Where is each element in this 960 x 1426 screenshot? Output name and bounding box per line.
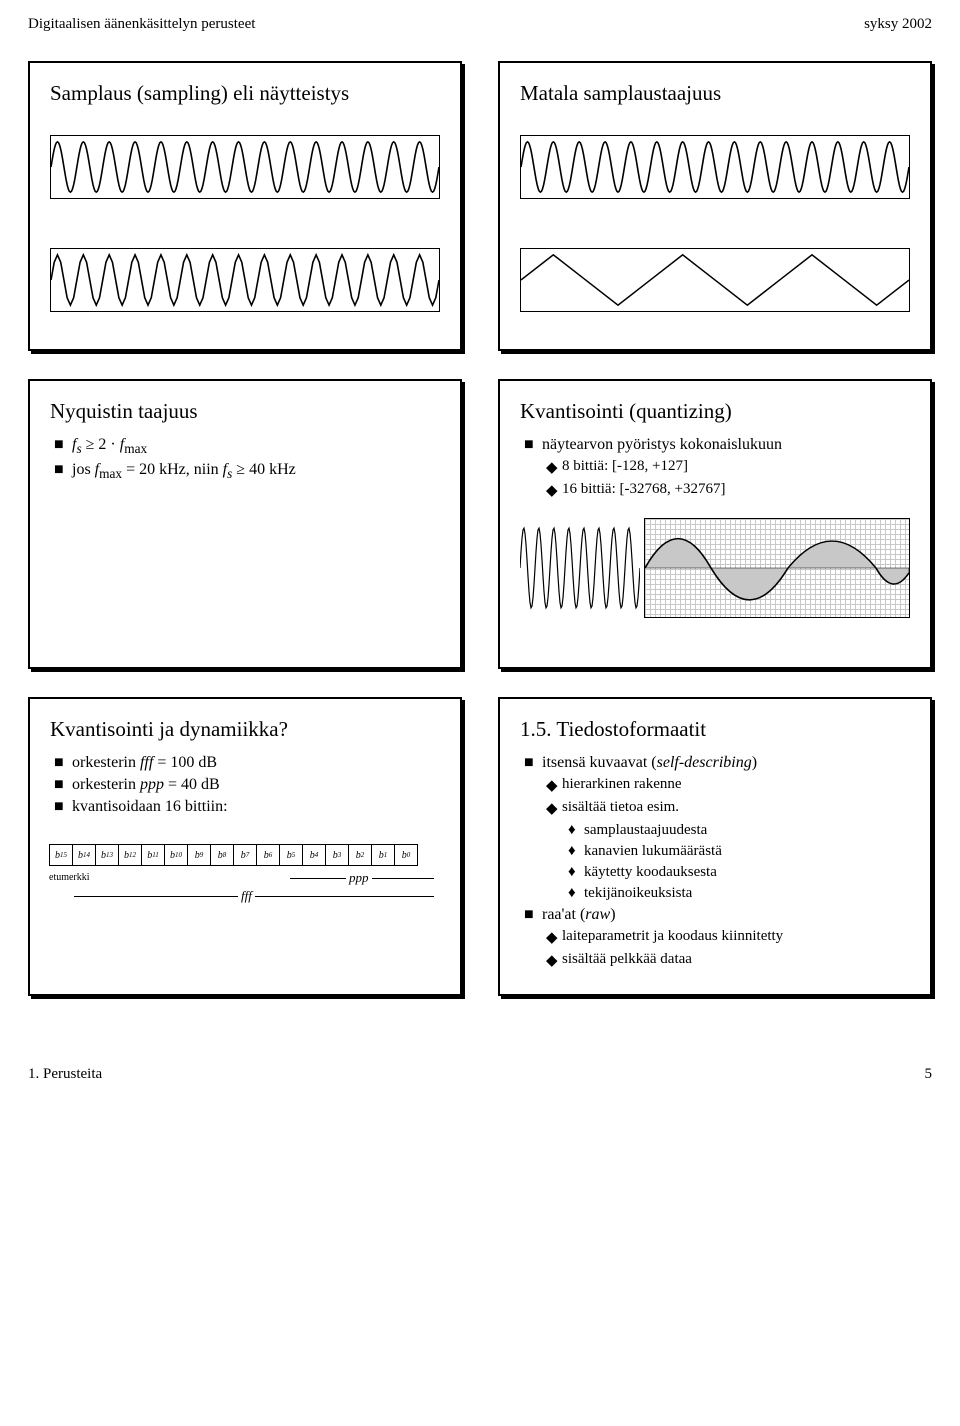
slide-body: ■orkesterin fff = 100 dB ■orkesterin ppp… — [50, 754, 440, 974]
label-sign: etumerkki — [46, 872, 93, 883]
slide-title: Matala samplaustaajuus — [520, 81, 910, 106]
slide-title: Kvantisointi (quantizing) — [520, 399, 910, 424]
bullet-small-diamond-icon: ♦ — [568, 885, 584, 902]
bullet-text: orkesterin fff = 100 dB — [72, 754, 217, 772]
slide-body: ■fs ≥ 2 · fmax ■jos fmax = 20 kHz, niin … — [50, 436, 440, 647]
slide-body — [50, 118, 440, 329]
bullet-text: tekijänoikeuksista — [584, 885, 692, 902]
bullet-small-diamond-icon: ♦ — [568, 864, 584, 881]
footer-left: 1. Perusteita — [28, 1066, 102, 1083]
page-footer: 1. Perusteita 5 — [28, 1066, 932, 1083]
quantize-grid — [644, 518, 910, 618]
bit-cell: b1 — [371, 844, 395, 866]
wave-continuous — [50, 135, 440, 199]
bit-cell: b14 — [72, 844, 96, 866]
bit-cell: b12 — [118, 844, 142, 866]
slide-quantizing: Kvantisointi (quantizing) ■näytearvon py… — [498, 379, 932, 669]
bit-cell: b9 — [187, 844, 211, 866]
slide-file-formats: 1.5. Tiedostoformaatit ■itsensä kuvaavat… — [498, 697, 932, 996]
bullet-text: käytetty koodauksesta — [584, 864, 717, 881]
slides-grid: Samplaus (sampling) eli näytteistys Mata… — [28, 61, 932, 996]
page-header: Digitaalisen äänenkäsittelyn perusteet s… — [28, 16, 932, 33]
slide-body: ■itsensä kuvaavat (self-describing) ◆hie… — [520, 754, 910, 974]
bit-cell: b10 — [164, 844, 188, 866]
wave-continuous-2 — [520, 135, 910, 199]
bit-cell: b4 — [302, 844, 326, 866]
bullet-text: 8 bittiä: [-128, +127] — [562, 458, 688, 475]
bit-cell: b5 — [279, 844, 303, 866]
bullet-square-icon: ■ — [524, 754, 542, 772]
wave-triangles — [520, 248, 910, 312]
bullet-text: fs ≥ 2 · fmax — [72, 436, 147, 457]
slide-title: Nyquistin taajuus — [50, 399, 440, 424]
slide-body: ■näytearvon pyöristys kokonaislukuun ◆8 … — [520, 436, 910, 647]
bullet-text: hierarkinen rakenne — [562, 776, 682, 793]
slide-sampling: Samplaus (sampling) eli näytteistys — [28, 61, 462, 351]
slide-body — [520, 118, 910, 329]
bullet-square-icon: ■ — [54, 461, 72, 479]
bullet-diamond-icon: ◆ — [546, 481, 562, 500]
bit-cell: b8 — [210, 844, 234, 866]
slide-title: Samplaus (sampling) eli näytteistys — [50, 81, 440, 106]
bullet-small-diamond-icon: ♦ — [568, 843, 584, 860]
bit-cell: b6 — [256, 844, 280, 866]
slide-title: Kvantisointi ja dynamiikka? — [50, 717, 440, 742]
slide-dynamics: Kvantisointi ja dynamiikka? ■orkesterin … — [28, 697, 462, 996]
bullet-text: samplaustaajuudesta — [584, 822, 707, 839]
bit-cell: b2 — [348, 844, 372, 866]
bullet-text: laiteparametrit ja koodaus kiinnitetty — [562, 928, 783, 945]
bit-cell: b13 — [95, 844, 119, 866]
bit-cell: b3 — [325, 844, 349, 866]
label-fff: fff — [238, 888, 255, 904]
bullet-square-icon: ■ — [524, 436, 542, 454]
bullet-small-diamond-icon: ♦ — [568, 822, 584, 839]
bullet-diamond-icon: ◆ — [546, 928, 562, 947]
bullet-square-icon: ■ — [524, 906, 542, 924]
wave-sampled-high — [50, 248, 440, 312]
bullet-text: kvantisoidaan 16 bittiin: — [72, 798, 228, 816]
bullet-text: itsensä kuvaavat (self-describing) — [542, 754, 757, 772]
quantize-art — [520, 518, 910, 618]
bullet-text: 16 bittiä: [-32768, +32767] — [562, 481, 725, 498]
bullet-text: näytearvon pyöristys kokonaislukuun — [542, 436, 782, 454]
slide-title: 1.5. Tiedostoformaatit — [520, 717, 910, 742]
bullet-square-icon: ■ — [54, 776, 72, 794]
bit-cell: b7 — [233, 844, 257, 866]
bullet-diamond-icon: ◆ — [546, 951, 562, 970]
bullet-text: sisältää tietoa esim. — [562, 799, 679, 816]
bullet-square-icon: ■ — [54, 436, 72, 454]
bit-table: b15b14b13b12b11b10b9b8b7b6b5b4b3b2b1b0 — [50, 844, 440, 866]
bullet-text: orkesterin ppp = 40 dB — [72, 776, 220, 794]
header-left: Digitaalisen äänenkäsittelyn perusteet — [28, 16, 255, 33]
slide-low-rate: Matala samplaustaajuus — [498, 61, 932, 351]
bit-table-wrapper: b15b14b13b12b11b10b9b8b7b6b5b4b3b2b1b0 e… — [50, 820, 440, 916]
bullet-text: sisältää pelkkää dataa — [562, 951, 692, 968]
slide-nyquist: Nyquistin taajuus ■fs ≥ 2 · fmax ■jos fm… — [28, 379, 462, 669]
bullet-square-icon: ■ — [54, 798, 72, 816]
bullet-diamond-icon: ◆ — [546, 776, 562, 795]
bit-cell: b0 — [394, 844, 418, 866]
bit-cell: b15 — [49, 844, 73, 866]
bullet-text: raa'at (raw) — [542, 906, 616, 924]
bullet-text: jos fmax = 20 kHz, niin fs ≥ 40 kHz — [72, 461, 296, 482]
footer-right: 5 — [925, 1066, 933, 1083]
label-ppp: ppp — [346, 870, 372, 886]
bit-cell: b11 — [141, 844, 165, 866]
bullet-diamond-icon: ◆ — [546, 799, 562, 818]
bullet-diamond-icon: ◆ — [546, 458, 562, 477]
bullet-square-icon: ■ — [54, 754, 72, 772]
bullet-text: kanavien lukumäärästä — [584, 843, 722, 860]
header-right: syksy 2002 — [864, 16, 932, 33]
